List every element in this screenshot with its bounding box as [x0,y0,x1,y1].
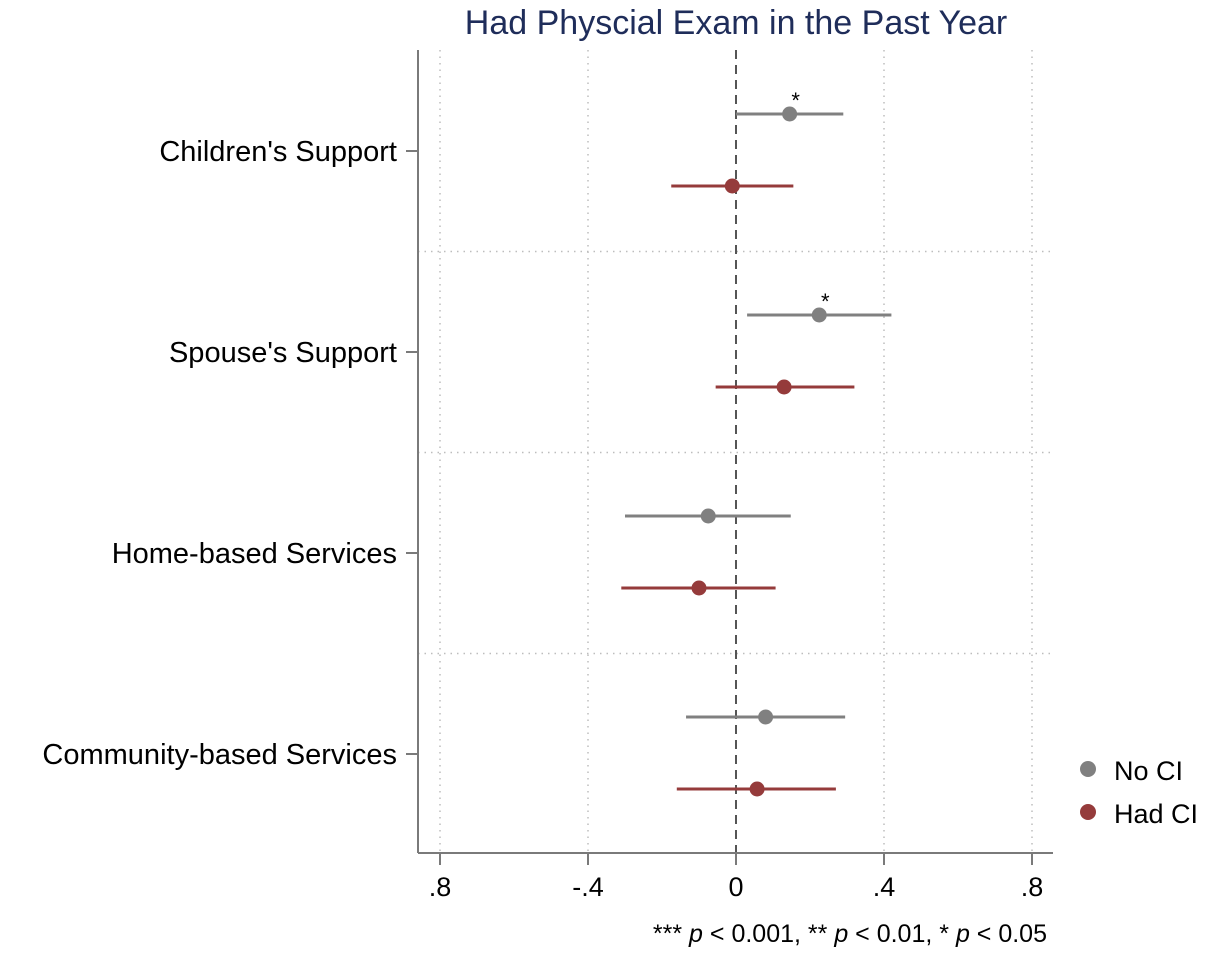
legend-marker-no-ci [1080,761,1096,777]
note-p-symbol: p [688,920,703,948]
point-had-ci [749,781,765,797]
note-text: < 0.05 [970,920,1047,948]
category-labels: Children's Support Spouse's Support Home-b… [42,136,397,771]
x-tick-label: .4 [873,872,896,902]
legend-marker-had-ci [1080,804,1096,820]
point-no-ci [782,106,798,122]
point-had-ci [724,178,740,194]
significance-star: * [821,289,830,314]
significance-star: * [791,88,800,113]
legend-label-had-ci: Had CI [1114,799,1198,829]
x-tick-label: .8 [1021,872,1044,902]
point-no-ci [700,508,716,524]
chart-title: Had Physcial Exam in the Past Year [465,4,1007,42]
axes [406,50,1053,865]
significance-note: *** p < 0.001, ** p < 0.01, * p < 0.05 [653,920,1047,948]
x-tick-label: .8 [429,872,452,902]
category-label-spouse-s-support: Spouse's Support [169,337,397,369]
x-tick-label: 0 [728,872,743,902]
estimate-marks: ** [621,88,892,797]
note-text: < 0.001, ** [703,920,834,948]
note-text: < 0.01, * [848,920,956,948]
category-label-home-based-services: Home-based Services [112,538,397,570]
point-had-ci [776,379,792,395]
point-no-ci [758,709,774,725]
point-no-ci [811,307,827,323]
point-had-ci [691,580,707,596]
legend-label-no-ci: No CI [1114,756,1183,786]
note-p-symbol: p [833,920,848,948]
x-tick-label: -.4 [572,872,604,902]
note-text: *** [653,920,689,948]
note-p-symbol: p [955,920,970,948]
legend: No CI Had CI [1080,756,1198,829]
x-tick-labels: .8 -.4 0 .4 .8 [429,872,1044,902]
category-label-children-s-support: Children's Support [159,136,397,168]
category-label-community-based-services: Community-based Services [42,739,397,771]
